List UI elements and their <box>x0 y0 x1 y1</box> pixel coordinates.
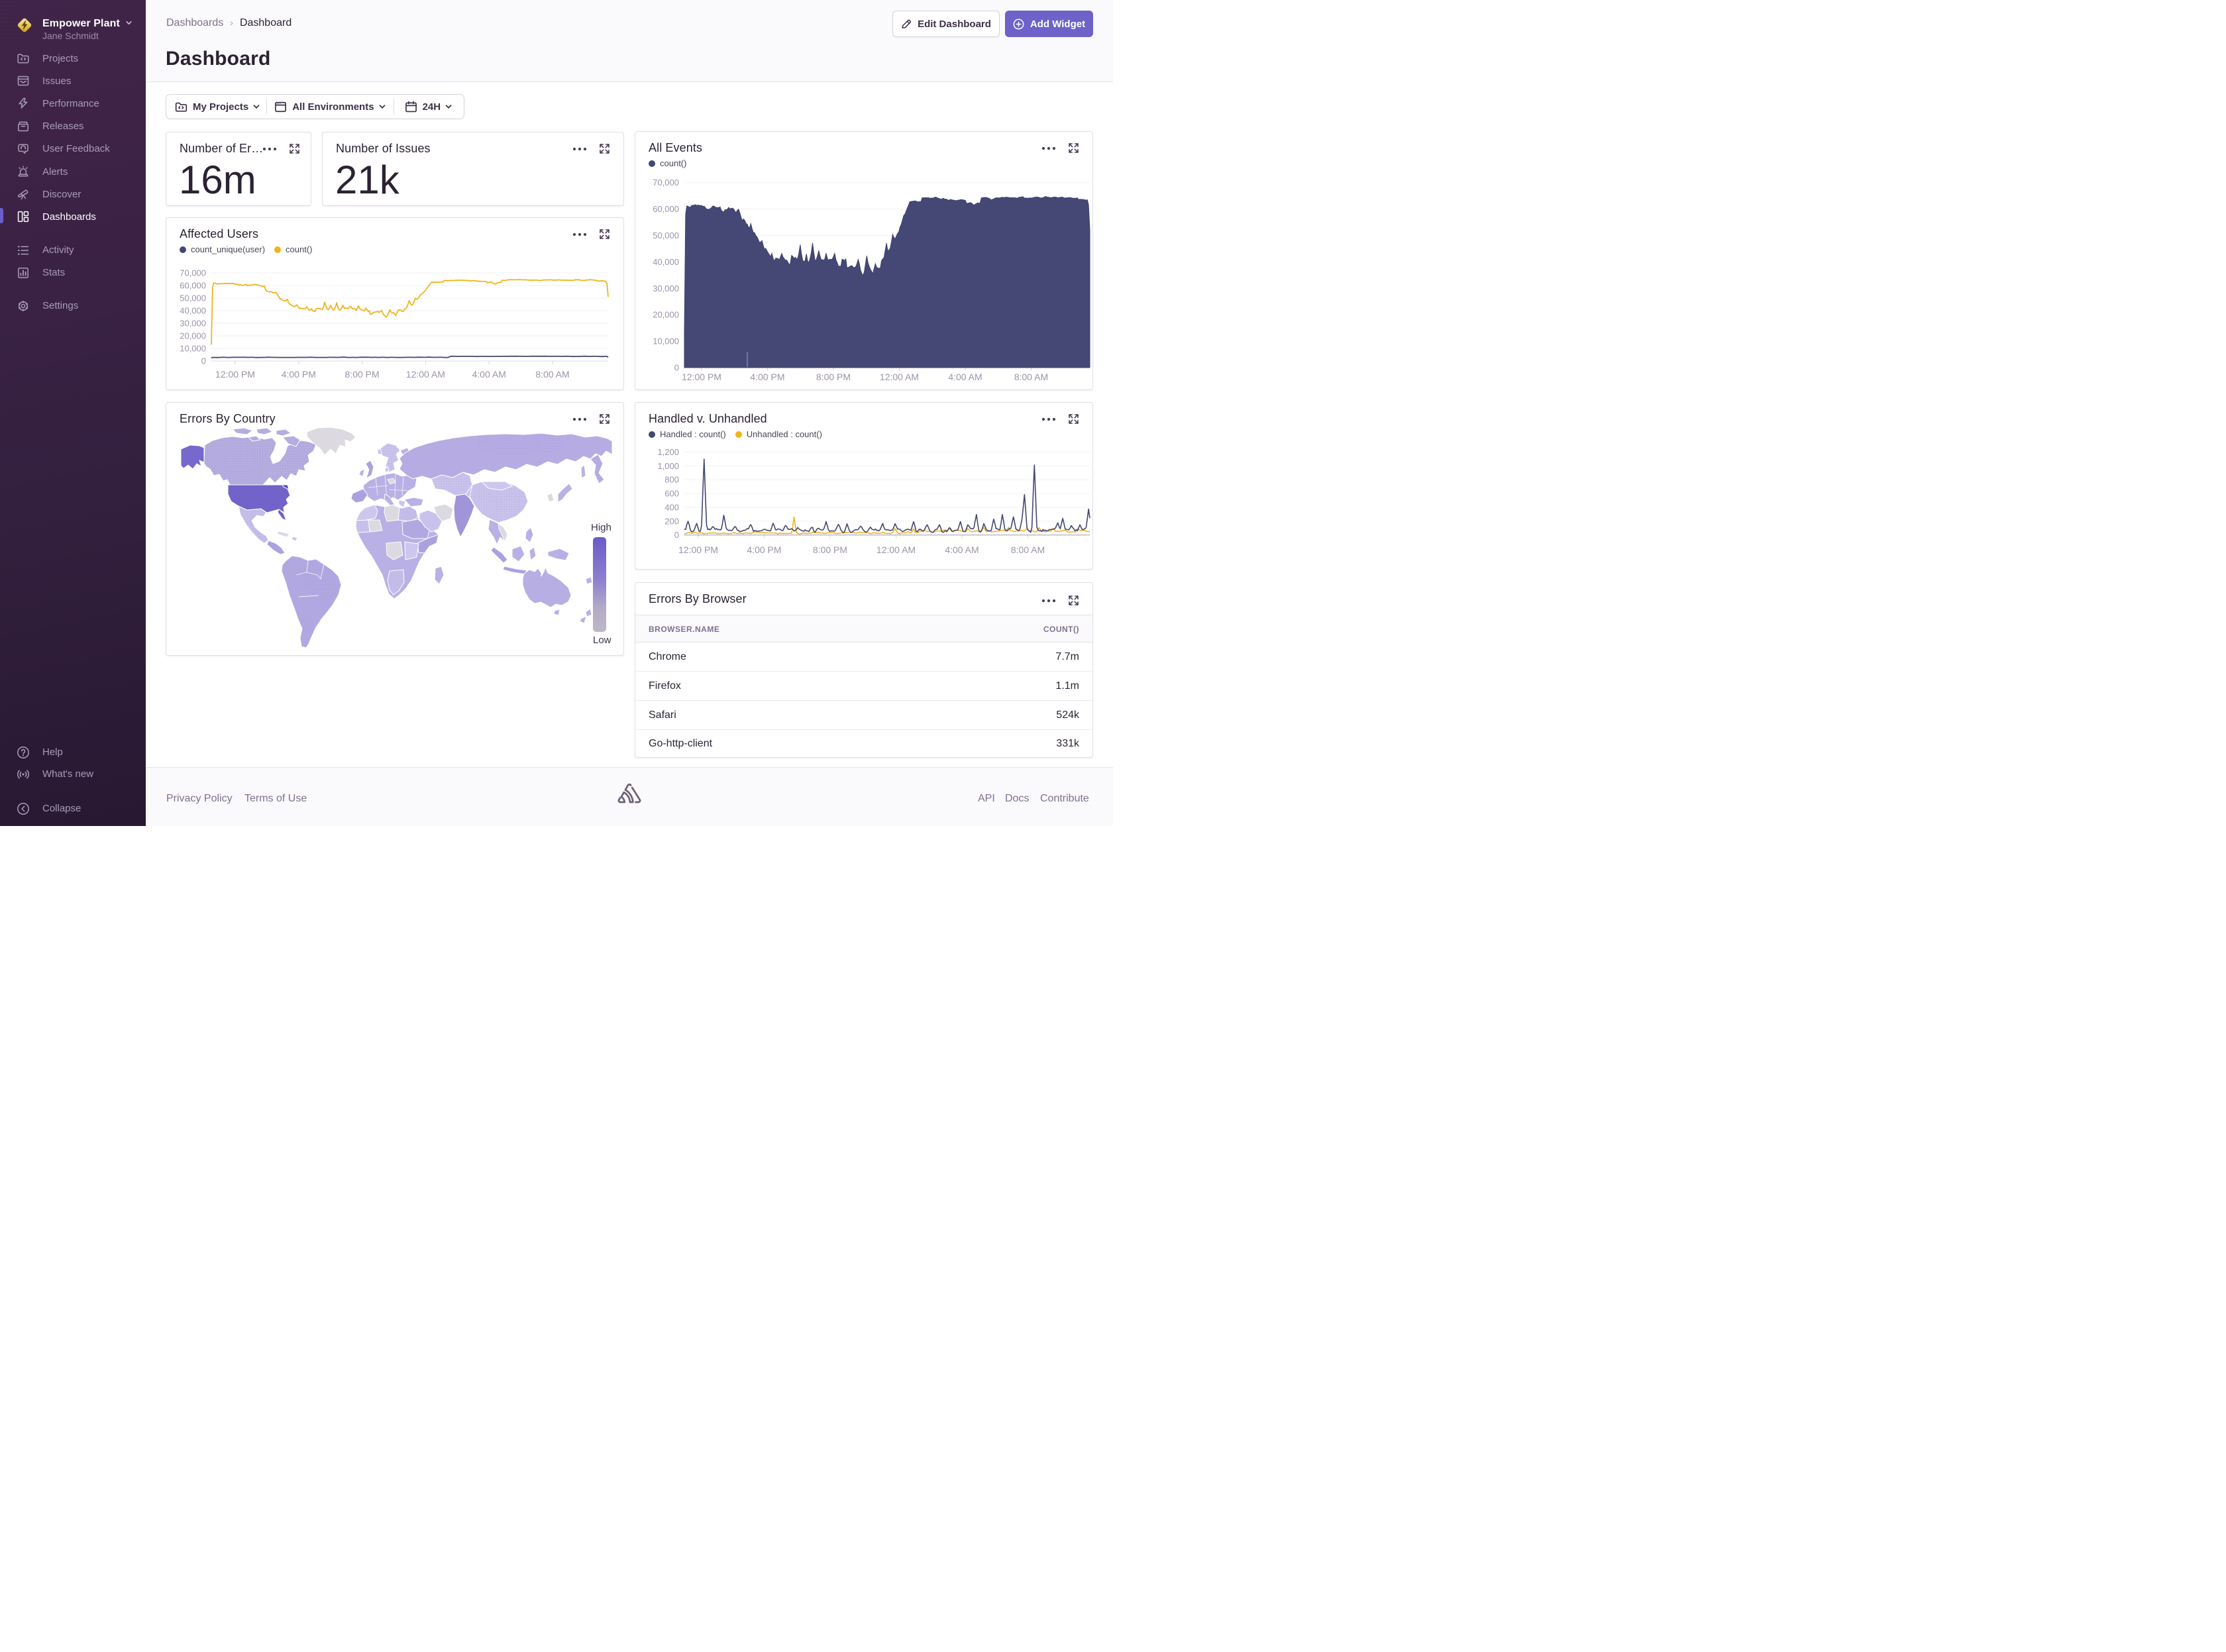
svg-text:8:00 AM: 8:00 AM <box>1011 544 1045 555</box>
svg-text:8:00 AM: 8:00 AM <box>535 369 569 380</box>
svg-text:70,000: 70,000 <box>180 268 206 278</box>
svg-text:200: 200 <box>664 516 679 526</box>
svg-text:60,000: 60,000 <box>180 281 206 291</box>
svg-text:1,000: 1,000 <box>657 461 679 471</box>
svg-text:20,000: 20,000 <box>653 310 679 320</box>
svg-text:4:00 AM: 4:00 AM <box>472 369 506 380</box>
svg-text:4:00 PM: 4:00 PM <box>747 544 781 555</box>
svg-text:50,000: 50,000 <box>653 231 679 240</box>
svg-text:10,000: 10,000 <box>653 336 679 346</box>
svg-text:12:00 AM: 12:00 AM <box>880 372 919 382</box>
svg-text:400: 400 <box>664 503 679 513</box>
svg-text:4:00 PM: 4:00 PM <box>750 372 784 382</box>
svg-text:10,000: 10,000 <box>180 344 206 354</box>
svg-text:0: 0 <box>674 530 679 540</box>
svg-text:30,000: 30,000 <box>653 284 679 293</box>
svg-text:12:00 AM: 12:00 AM <box>406 369 445 380</box>
svg-text:12:00 AM: 12:00 AM <box>876 544 916 555</box>
svg-text:40,000: 40,000 <box>180 306 206 316</box>
svg-text:50,000: 50,000 <box>180 293 206 303</box>
svg-text:30,000: 30,000 <box>180 319 206 329</box>
svg-text:8:00 PM: 8:00 PM <box>816 372 851 382</box>
svg-text:8:00 PM: 8:00 PM <box>813 544 847 555</box>
svg-text:4:00 AM: 4:00 AM <box>945 544 979 555</box>
svg-text:12:00 PM: 12:00 PM <box>682 372 721 382</box>
svg-text:8:00 AM: 8:00 AM <box>1014 372 1048 382</box>
svg-text:0: 0 <box>674 363 679 373</box>
svg-text:600: 600 <box>664 489 679 499</box>
svg-text:8:00 PM: 8:00 PM <box>345 369 380 380</box>
svg-text:12:00 PM: 12:00 PM <box>215 369 255 380</box>
svg-text:12:00 PM: 12:00 PM <box>678 544 718 555</box>
svg-text:4:00 PM: 4:00 PM <box>282 369 316 380</box>
svg-text:60,000: 60,000 <box>653 204 679 214</box>
svg-text:4:00 AM: 4:00 AM <box>948 372 982 382</box>
svg-text:800: 800 <box>664 475 679 485</box>
svg-text:0: 0 <box>201 356 206 366</box>
svg-text:40,000: 40,000 <box>653 257 679 267</box>
svg-text:20,000: 20,000 <box>180 331 206 341</box>
svg-text:1,200: 1,200 <box>657 447 679 457</box>
svg-text:70,000: 70,000 <box>653 178 679 187</box>
